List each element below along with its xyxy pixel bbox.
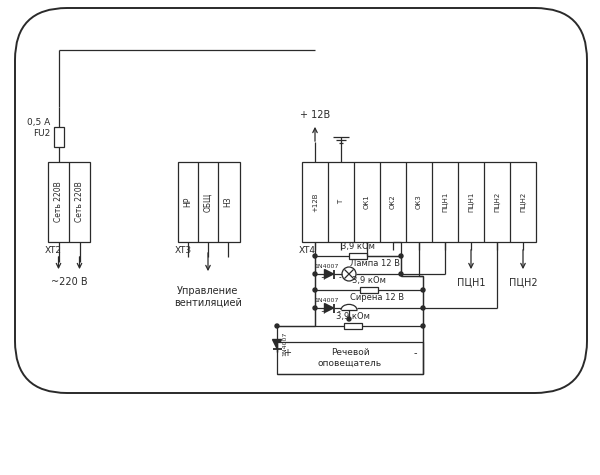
Text: НР: НР	[184, 197, 193, 207]
Circle shape	[347, 317, 351, 321]
Text: 3,9 кОм: 3,9 кОм	[341, 243, 375, 251]
Circle shape	[421, 324, 425, 328]
Circle shape	[421, 306, 425, 310]
Text: XT2: XT2	[45, 246, 62, 255]
Text: FU2: FU2	[33, 130, 50, 139]
Text: 1N4007: 1N4007	[315, 298, 339, 304]
Polygon shape	[325, 269, 334, 278]
Bar	[360, 287, 378, 293]
Text: 0,5 А: 0,5 А	[27, 117, 50, 126]
Text: ПЦН1: ПЦН1	[468, 192, 474, 212]
Text: +12В: +12В	[312, 192, 318, 212]
Text: 1N4007: 1N4007	[315, 265, 339, 269]
Text: ОК1: ОК1	[364, 195, 370, 209]
Bar	[178, 162, 240, 242]
Text: Сеть 220В: Сеть 220В	[75, 181, 84, 222]
Text: 3,9 кОм: 3,9 кОм	[335, 313, 370, 322]
Text: 1N4007: 1N4007	[283, 332, 287, 356]
Text: ПЦН2: ПЦН2	[520, 192, 526, 212]
Text: ПЦН2: ПЦН2	[494, 192, 500, 212]
Circle shape	[313, 254, 317, 258]
Text: ПЦН1: ПЦН1	[457, 277, 485, 287]
Bar	[53, 127, 64, 147]
Text: -: -	[338, 274, 341, 283]
Text: ~220 В: ~220 В	[50, 277, 88, 287]
Text: ОК2: ОК2	[390, 195, 396, 209]
Text: +: +	[283, 348, 291, 358]
Circle shape	[421, 288, 425, 292]
Text: Сирена 12 В: Сирена 12 В	[350, 294, 404, 303]
Bar	[302, 162, 536, 242]
Bar	[349, 253, 367, 259]
Text: Речевой
оповещатель: Речевой оповещатель	[318, 348, 382, 368]
Circle shape	[342, 267, 356, 281]
Text: + 12В: + 12В	[300, 110, 330, 120]
Circle shape	[313, 288, 317, 292]
Text: Т: Т	[338, 200, 344, 204]
Text: -: -	[338, 307, 340, 316]
Circle shape	[313, 272, 317, 276]
Text: Сеть 220В: Сеть 220В	[54, 181, 63, 222]
Text: 3,9 кОм: 3,9 кОм	[352, 276, 386, 285]
Text: ПЦН1: ПЦН1	[442, 192, 448, 212]
Circle shape	[313, 306, 317, 310]
Text: Управление
вентиляцией: Управление вентиляцией	[174, 286, 242, 308]
Circle shape	[275, 324, 279, 328]
Text: XT4: XT4	[299, 246, 316, 255]
Circle shape	[399, 254, 403, 258]
Bar	[277, 342, 423, 374]
Text: ПЦН2: ПЦН2	[509, 277, 538, 287]
Circle shape	[399, 272, 403, 276]
Polygon shape	[272, 340, 281, 349]
Text: XT3: XT3	[175, 246, 192, 255]
Text: ОБЩ: ОБЩ	[203, 192, 212, 212]
Text: ОК3: ОК3	[416, 195, 422, 209]
Text: -: -	[413, 348, 417, 358]
Text: +: +	[320, 274, 326, 283]
Bar	[48, 162, 90, 242]
Text: НЗ: НЗ	[223, 197, 233, 207]
Text: +: +	[320, 307, 326, 316]
Polygon shape	[325, 304, 334, 313]
Bar	[343, 323, 361, 329]
Text: Лампа 12 В: Лампа 12 В	[350, 259, 400, 268]
